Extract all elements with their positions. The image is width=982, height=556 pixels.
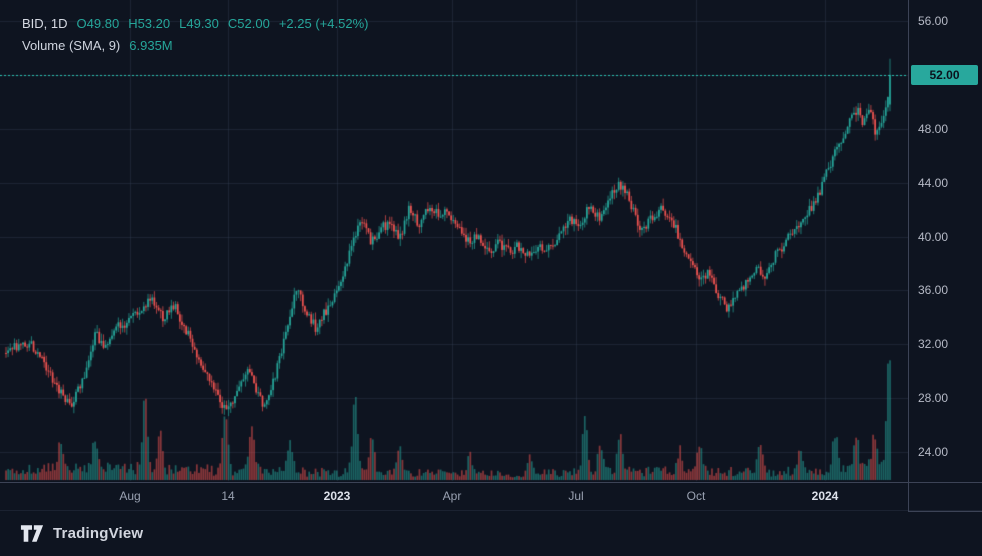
tradingview-wordmark[interactable]: TradingView bbox=[53, 525, 144, 542]
price-axis-label: 40.00 bbox=[918, 229, 949, 244]
price-axis-label: 44.00 bbox=[918, 175, 949, 190]
price-axis-label: 28.00 bbox=[918, 391, 949, 406]
low-label: L bbox=[179, 15, 187, 31]
time-axis-label: 2024 bbox=[811, 489, 839, 503]
close-value: 52.00 bbox=[237, 15, 270, 31]
volume-indicator-label[interactable]: Volume (SMA, 9) bbox=[22, 37, 121, 53]
symbol-interval-label[interactable]: BID, 1D bbox=[22, 15, 68, 31]
time-axis-label: Jul bbox=[568, 489, 584, 503]
symbol-row: BID, 1D O 49.80 H 53.20 L 49.30 C 52.00 +2.2… bbox=[22, 12, 368, 34]
time-axis[interactable]: Aug 14 2023 Apr Jul Oct 2024 bbox=[0, 482, 982, 511]
time-axis-label: Apr bbox=[442, 489, 462, 503]
time-axis-label: Aug bbox=[119, 489, 141, 503]
change-value: +2.25 (+4.52%) bbox=[278, 15, 369, 31]
candlestick-chart-canvas[interactable] bbox=[0, 0, 908, 482]
open-value: 49.80 bbox=[86, 15, 120, 31]
low-value: 49.30 bbox=[186, 15, 219, 31]
volume-value: 6.935M bbox=[129, 37, 173, 53]
price-axis[interactable]: 52.00 56.0052.0048.0044.0040.0036.0032.0… bbox=[908, 0, 982, 512]
high-label: H bbox=[128, 15, 138, 31]
volume-row: Volume (SMA, 9) 6.935M bbox=[22, 34, 368, 56]
last-price-badge: 52.00 bbox=[911, 64, 978, 85]
tradingview-logo-icon[interactable] bbox=[20, 524, 44, 543]
footer: TradingView bbox=[0, 511, 982, 556]
close-label: C bbox=[227, 15, 238, 31]
time-axis-label: 14 bbox=[221, 489, 235, 503]
price-axis-label: 48.00 bbox=[918, 121, 949, 136]
time-axis-label: Oct bbox=[686, 489, 706, 503]
price-axis-label: 56.00 bbox=[918, 14, 949, 28]
price-axis-label: 24.00 bbox=[918, 445, 949, 459]
open-label: O bbox=[76, 15, 87, 31]
legend: BID, 1D O 49.80 H 53.20 L 49.30 C 52.00 +2.2… bbox=[22, 12, 368, 56]
high-value: 53.20 bbox=[137, 15, 171, 31]
price-axis-label: 32.00 bbox=[918, 337, 949, 352]
price-axis-label: 36.00 bbox=[918, 283, 949, 298]
time-axis-label: 2023 bbox=[323, 489, 351, 503]
